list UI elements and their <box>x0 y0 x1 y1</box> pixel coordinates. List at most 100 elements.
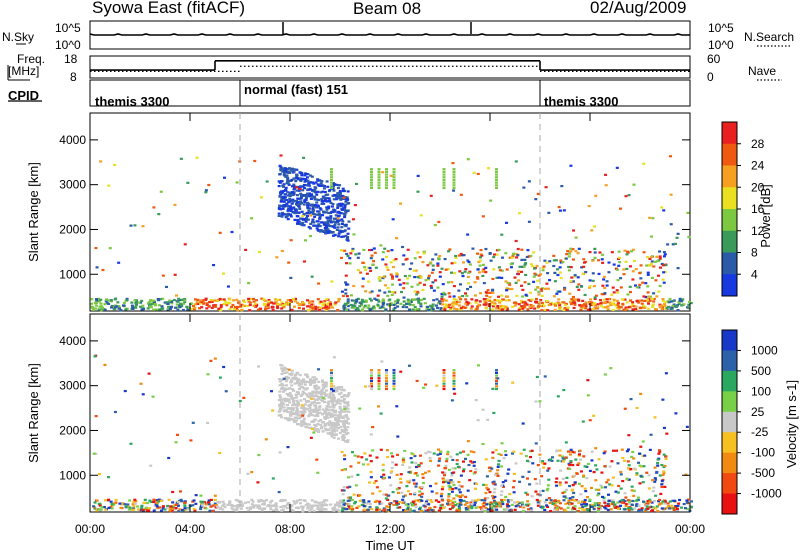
echo-cell <box>312 419 316 422</box>
echo-cell <box>527 508 531 511</box>
echo-cell <box>590 301 594 304</box>
echo-cell <box>370 186 373 190</box>
echo-cell <box>215 299 219 302</box>
echo-cell <box>313 429 317 432</box>
echo-cell <box>500 233 504 236</box>
echo-cell <box>385 449 389 452</box>
echo-cell <box>104 298 108 301</box>
echo-cell <box>262 502 266 505</box>
echo-cell <box>508 287 512 291</box>
echo-cell <box>317 430 321 434</box>
echo-cell <box>451 467 455 470</box>
echo-cell <box>141 225 145 228</box>
echo-cell <box>347 410 351 413</box>
nsearch-tick-bottom: 10^0 <box>708 38 734 52</box>
echo-cell <box>479 292 483 295</box>
echo-cell <box>652 292 656 295</box>
echo-cell <box>311 306 315 310</box>
echo-cell <box>306 305 310 308</box>
echo-cell <box>193 509 197 512</box>
echo-cell <box>470 305 474 308</box>
echo-cell <box>179 498 183 501</box>
echo-cell <box>541 461 545 464</box>
echo-cell <box>442 382 446 385</box>
echo-cell <box>687 498 691 501</box>
echo-cell <box>322 187 326 190</box>
echo-cell <box>406 480 410 483</box>
echo-cell <box>137 301 141 304</box>
echo-cell <box>575 472 579 475</box>
echo-cell <box>602 499 606 502</box>
echo-cell <box>302 183 306 187</box>
echo-cell <box>299 179 303 182</box>
echo-cell <box>442 478 446 481</box>
echo-cell <box>271 308 275 312</box>
echo-cell <box>343 206 347 209</box>
echo-cell <box>501 481 505 484</box>
echo-cell <box>356 473 360 476</box>
echo-cell <box>439 495 443 498</box>
echo-cell <box>323 381 327 385</box>
echo-cell <box>571 463 575 467</box>
echo-cell <box>616 491 620 494</box>
echo-cell <box>245 506 249 509</box>
echo-cell <box>475 252 479 255</box>
echo-cell <box>569 164 573 167</box>
echo-cell <box>661 500 665 503</box>
echo-cell <box>639 445 643 448</box>
echo-cell <box>592 470 596 474</box>
echo-cell <box>344 440 348 443</box>
echo-cell <box>250 471 254 474</box>
echo-cell <box>596 509 600 513</box>
echo-cell <box>430 286 434 289</box>
echo-cell <box>607 499 611 502</box>
echo-cell <box>383 284 387 287</box>
echo-cell <box>249 507 253 511</box>
echo-cell <box>434 499 438 502</box>
echo-cell <box>649 235 653 238</box>
echo-cell <box>338 412 342 415</box>
echo-cell <box>510 287 514 291</box>
colorbar-swatch <box>722 473 737 495</box>
echo-cell <box>149 464 153 467</box>
echo-cell <box>316 190 320 193</box>
echo-cell <box>440 297 444 300</box>
echo-cell <box>289 209 293 212</box>
echo-cell <box>278 164 282 167</box>
echo-cell <box>580 266 584 269</box>
echo-cell <box>571 475 575 478</box>
echo-cell <box>333 223 337 227</box>
echo-cell <box>309 409 313 412</box>
echo-cell <box>390 452 394 455</box>
echo-cell <box>228 298 232 301</box>
echo-cell <box>193 303 197 306</box>
echo-cell <box>450 399 454 402</box>
echo-cell <box>325 297 329 301</box>
echo-cell <box>280 198 284 201</box>
echo-cell <box>392 184 396 187</box>
echo-cell <box>218 507 222 510</box>
echo-cell <box>331 415 335 418</box>
echo-cell <box>647 298 651 301</box>
echo-cell <box>325 226 329 229</box>
echo-cell <box>377 181 381 184</box>
echo-cell <box>345 416 349 419</box>
echo-cell <box>642 465 646 468</box>
echo-cell <box>343 214 347 217</box>
echo-cell <box>469 501 473 504</box>
echo-cell <box>534 442 538 445</box>
echo-cell <box>228 301 232 304</box>
echo-cell <box>137 508 141 511</box>
noise-panel <box>16 20 792 50</box>
echo-cell <box>622 501 626 504</box>
echo-cell <box>540 289 544 292</box>
echo-cell <box>548 279 552 282</box>
echo-cell <box>306 188 310 191</box>
echo-cell <box>298 178 302 181</box>
echo-cell <box>342 436 346 439</box>
echo-cell <box>592 507 596 511</box>
echo-cell <box>681 298 685 301</box>
echo-cell <box>448 488 452 491</box>
echo-cell <box>331 202 335 206</box>
echo-cell <box>533 272 537 275</box>
